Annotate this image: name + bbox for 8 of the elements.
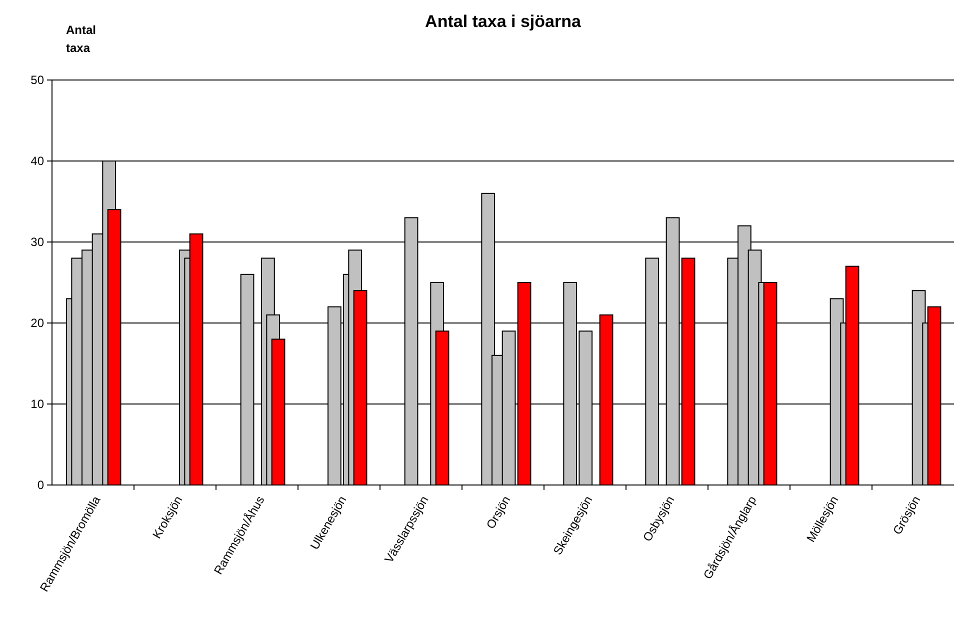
y-tick-label: 20 (30, 316, 44, 330)
y-tick-label: 10 (30, 397, 44, 412)
y-tick-label: 0 (37, 478, 44, 492)
y-tick-label: 40 (30, 154, 44, 168)
chart-title: Antal taxa i sjöarna (425, 12, 582, 31)
y-tick-label: 50 (30, 73, 44, 88)
y-axis-title: Antal taxa (66, 23, 96, 55)
y-tick-label: 30 (30, 235, 44, 250)
